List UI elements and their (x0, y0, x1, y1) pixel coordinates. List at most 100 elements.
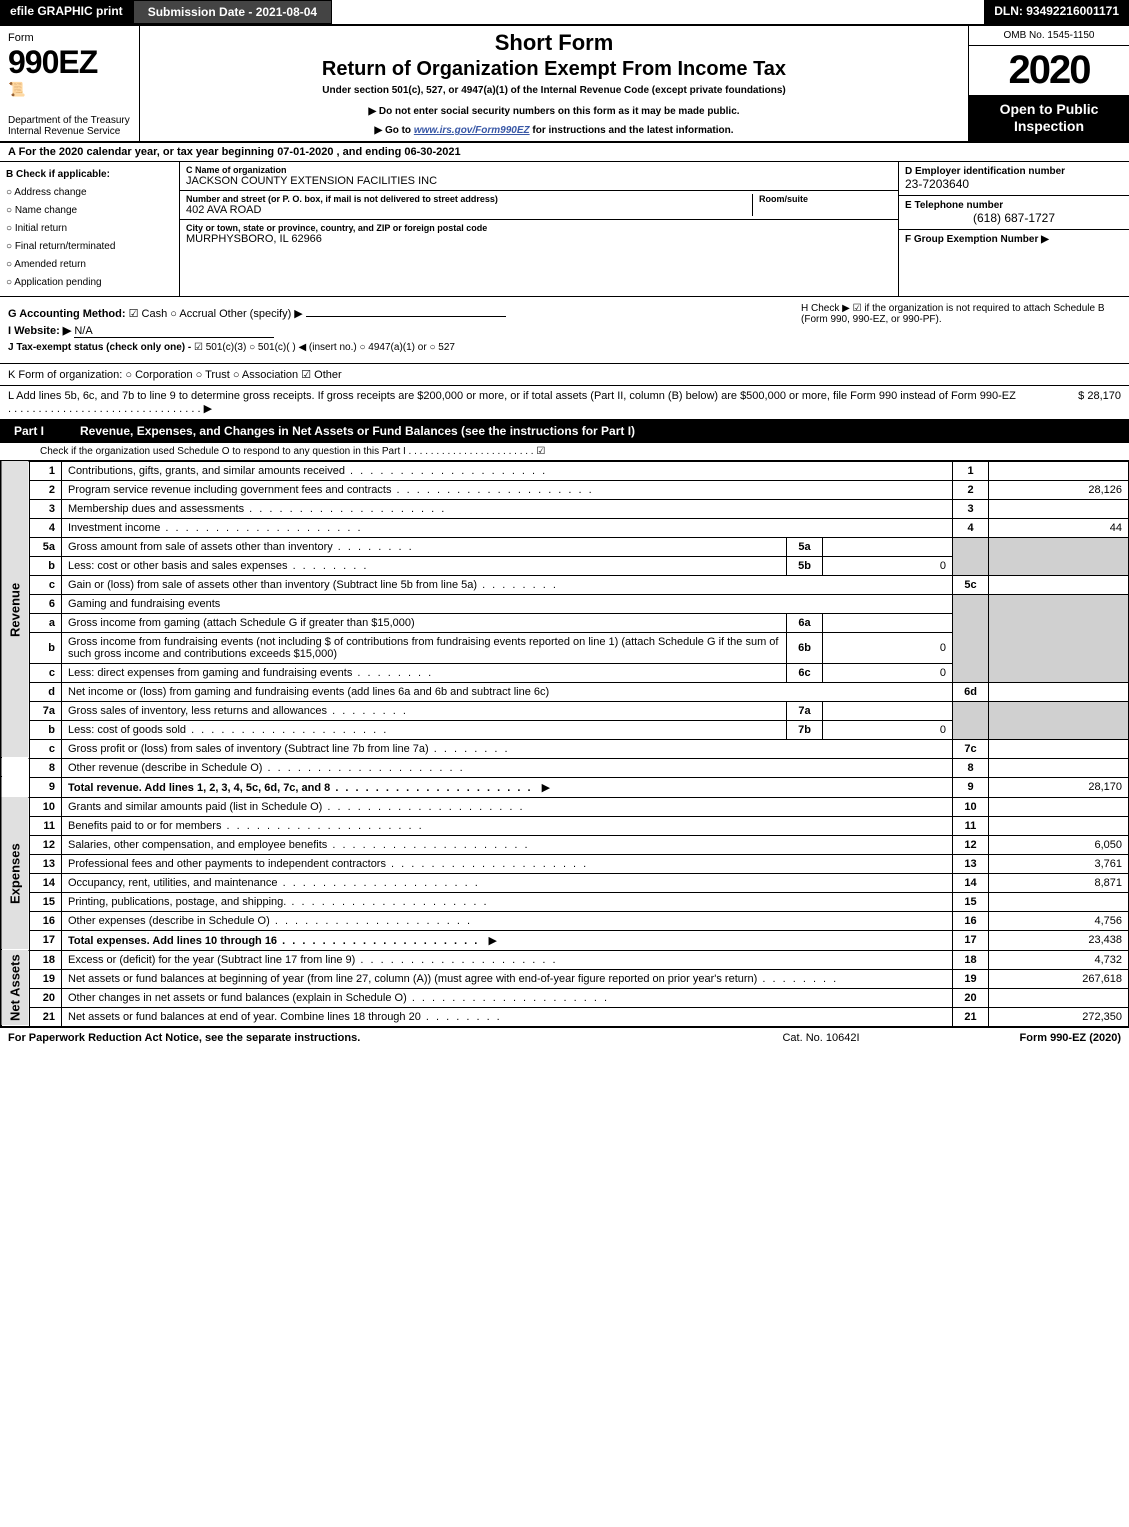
r18-desc: Excess or (deficit) for the year (Subtra… (68, 954, 558, 966)
row-6: 6 Gaming and fundraising events (1, 594, 1129, 613)
r14-ln: 14 (953, 873, 989, 892)
street-address: 402 AVA ROAD (186, 204, 752, 216)
scroll-icon: 📜 (8, 81, 131, 98)
short-form-title: Short Form (150, 30, 958, 56)
r6a-iln: 6a (787, 613, 823, 632)
row-2: 2 Program service revenue including gove… (1, 480, 1129, 499)
r7c-ln: 7c (953, 739, 989, 758)
chk-initial-return[interactable]: Initial return (6, 220, 173, 238)
r9-ln: 9 (953, 777, 989, 797)
r2-amt: 28,126 (989, 480, 1129, 499)
r19-ln: 19 (953, 969, 989, 988)
r9-amt: 28,170 (989, 777, 1129, 797)
r2-desc: Program service revenue including govern… (68, 484, 594, 496)
r15-amt (989, 892, 1129, 911)
r21-ln: 21 (953, 1007, 989, 1026)
org-name: JACKSON COUNTY EXTENSION FACILITIES INC (186, 175, 892, 187)
chk-cash[interactable]: Cash (129, 308, 168, 320)
row-7c: c Gross profit or (loss) from sales of i… (1, 739, 1129, 758)
r8-num: 8 (30, 758, 62, 777)
org-name-row: C Name of organization JACKSON COUNTY EX… (180, 162, 898, 191)
street-label: Number and street (or P. O. box, if mail… (186, 194, 752, 204)
chk-application-pending[interactable]: Application pending (6, 274, 173, 292)
r11-num: 11 (30, 816, 62, 835)
r1-desc: Contributions, gifts, grants, and simila… (68, 465, 547, 477)
r5a-num: 5a (30, 537, 62, 556)
r5c-ln: 5c (953, 575, 989, 594)
r3-desc: Membership dues and assessments (68, 503, 446, 515)
row-11: 11 Benefits paid to or for members 11 (1, 816, 1129, 835)
chk-name-change[interactable]: Name change (6, 202, 173, 220)
row-17: 17 Total expenses. Add lines 10 through … (1, 930, 1129, 950)
tax-year: 2020 (969, 46, 1129, 95)
part-i-header: Part I Revenue, Expenses, and Changes in… (0, 420, 1129, 443)
r7a-num: 7a (30, 701, 62, 720)
r5b-iamt: 0 (823, 556, 953, 575)
r5-shade-ln (953, 537, 989, 575)
r6d-desc: Net income or (loss) from gaming and fun… (62, 682, 953, 701)
r6a-desc: Gross income from gaming (attach Schedul… (62, 613, 787, 632)
r2-ln: 2 (953, 480, 989, 499)
row-5c: c Gain or (loss) from sale of assets oth… (1, 575, 1129, 594)
submission-date: Submission Date - 2021-08-04 (133, 0, 332, 24)
r5-shade-amt (989, 537, 1129, 575)
j-options[interactable]: ☑ 501(c)(3) ○ 501(c)( ) ◀ (insert no.) ○… (194, 342, 455, 353)
city-label: City or town, state or province, country… (186, 223, 892, 233)
check-b-title: B Check if applicable: (6, 166, 173, 184)
h-check-text: H Check ▶ ☑ if the organization is not r… (801, 303, 1105, 325)
r15-ln: 15 (953, 892, 989, 911)
r11-amt (989, 816, 1129, 835)
efile-print-label[interactable]: efile GRAPHIC print (0, 0, 133, 24)
r4-ln: 4 (953, 518, 989, 537)
goto-post: for instructions and the latest informat… (530, 125, 734, 136)
r20-num: 20 (30, 988, 62, 1007)
f-label: F Group Exemption Number ▶ (905, 234, 1123, 245)
r20-desc: Other changes in net assets or fund bala… (68, 992, 609, 1004)
open-public-badge: Open to Public Inspection (969, 95, 1129, 141)
row-15: 15 Printing, publications, postage, and … (1, 892, 1129, 911)
chk-amended-return[interactable]: Amended return (6, 256, 173, 274)
irs-text: Internal Revenue Service (8, 126, 120, 137)
irs-link[interactable]: www.irs.gov/Form990EZ (414, 125, 530, 136)
paperwork-notice: For Paperwork Reduction Act Notice, see … (8, 1032, 721, 1044)
form-header: Form 990EZ 📜 Department of the Treasury … (0, 26, 1129, 143)
phone-value: (618) 687-1727 (905, 211, 1123, 225)
r14-num: 14 (30, 873, 62, 892)
topbar-spacer (332, 0, 984, 24)
chk-address-change[interactable]: Address change (6, 184, 173, 202)
website-value: N/A (74, 325, 274, 338)
ein-value: 23-7203640 (905, 177, 1123, 191)
r16-ln: 16 (953, 911, 989, 930)
check-b-column: B Check if applicable: Address change Na… (0, 162, 180, 296)
row-4: 4 Investment income 4 44 (1, 518, 1129, 537)
chk-final-return[interactable]: Final return/terminated (6, 238, 173, 256)
r13-desc: Professional fees and other payments to … (68, 858, 588, 870)
form-number: 990EZ (8, 44, 131, 81)
i-website-line: I Website: ▶ N/A (8, 324, 791, 338)
part-i-label: Part I (0, 420, 70, 442)
r21-amt: 272,350 (989, 1007, 1129, 1026)
r7a-iamt (823, 701, 953, 720)
r1-amt (989, 461, 1129, 480)
r6d-ln: 6d (953, 682, 989, 701)
row-3: 3 Membership dues and assessments 3 (1, 499, 1129, 518)
r15-desc: Printing, publications, postage, and shi… (68, 896, 489, 908)
r4-num: 4 (30, 518, 62, 537)
dln-number: DLN: 93492216001171 (984, 0, 1129, 24)
r8-amt (989, 758, 1129, 777)
omb-number: OMB No. 1545-1150 (969, 26, 1129, 46)
return-title: Return of Organization Exempt From Incom… (150, 58, 958, 81)
r6c-desc: Less: direct expenses from gaming and fu… (68, 667, 433, 679)
l-gross-receipts: L Add lines 5b, 6c, and 7b to line 9 to … (0, 386, 1129, 420)
chk-accrual[interactable]: Accrual (170, 308, 216, 320)
row-21: 21 Net assets or fund balances at end of… (1, 1007, 1129, 1026)
r7b-iamt: 0 (823, 720, 953, 739)
netassets-sidebar: Net Assets (1, 950, 30, 1026)
row-13: 13 Professional fees and other payments … (1, 854, 1129, 873)
r7b-desc: Less: cost of goods sold (68, 724, 388, 736)
r13-ln: 13 (953, 854, 989, 873)
street-part: Number and street (or P. O. box, if mail… (186, 194, 752, 216)
other-specify-line[interactable] (306, 316, 506, 317)
r7a-iln: 7a (787, 701, 823, 720)
r7c-num: c (30, 739, 62, 758)
